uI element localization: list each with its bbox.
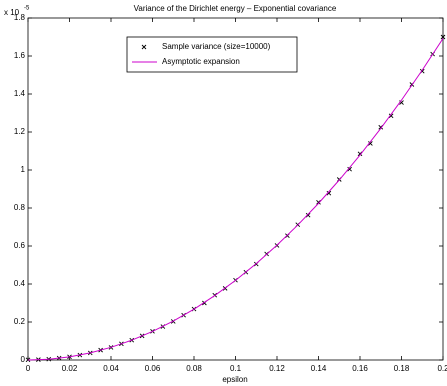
- y-tick-label: 1.2: [14, 127, 26, 136]
- legend-marker: [141, 44, 147, 50]
- legend-label: Asymptotic expansion: [162, 57, 240, 66]
- x-tick-label: 0: [26, 364, 31, 373]
- x-tick-label: 0.2: [437, 364, 447, 373]
- y-scale-base: x 10: [4, 8, 20, 17]
- expansion-line: [27, 38, 444, 361]
- sample-point: [326, 190, 332, 196]
- x-tick-label: 0.12: [269, 364, 285, 373]
- y-tick-label: 0.2: [14, 317, 26, 326]
- y-tick-label: 0.8: [14, 203, 26, 212]
- y-tick-label: 1.8: [14, 13, 26, 22]
- x-tick-label: 0.04: [103, 364, 119, 373]
- sample-point: [368, 141, 373, 146]
- x-tick-label: 0.14: [311, 364, 327, 373]
- x-tick-label: 0.02: [62, 364, 78, 373]
- y-tick-label: 0.4: [14, 279, 26, 288]
- sample-point: [440, 34, 446, 40]
- sample-point: [347, 166, 352, 172]
- x-tick-label: 0.08: [186, 364, 202, 373]
- sample-point: [305, 212, 311, 218]
- y-tick-label: 0: [21, 355, 26, 364]
- x-tick-label: 0.06: [145, 364, 161, 373]
- y-tick-label: 0.6: [14, 241, 26, 250]
- legend-label: Sample variance (size=10000): [162, 42, 271, 51]
- y-scale-exponent: -5: [24, 6, 30, 12]
- plot-area: [27, 17, 444, 361]
- y-tick-label: 1.4: [14, 89, 26, 98]
- chart-title: Variance of the Dirichlet energy – Expon…: [134, 4, 337, 13]
- y-tick-label: 1: [21, 165, 26, 174]
- x-tick-label: 0.16: [352, 364, 368, 373]
- sample-point: [316, 199, 321, 205]
- x-tick-label: 0.18: [394, 364, 410, 373]
- sample-point: [388, 113, 394, 119]
- legend-box: [126, 36, 298, 73]
- x-tick-label: 0.1: [230, 364, 242, 373]
- y-tick-label: 1.6: [14, 51, 26, 60]
- x-axis-label: epsilon: [222, 375, 247, 384]
